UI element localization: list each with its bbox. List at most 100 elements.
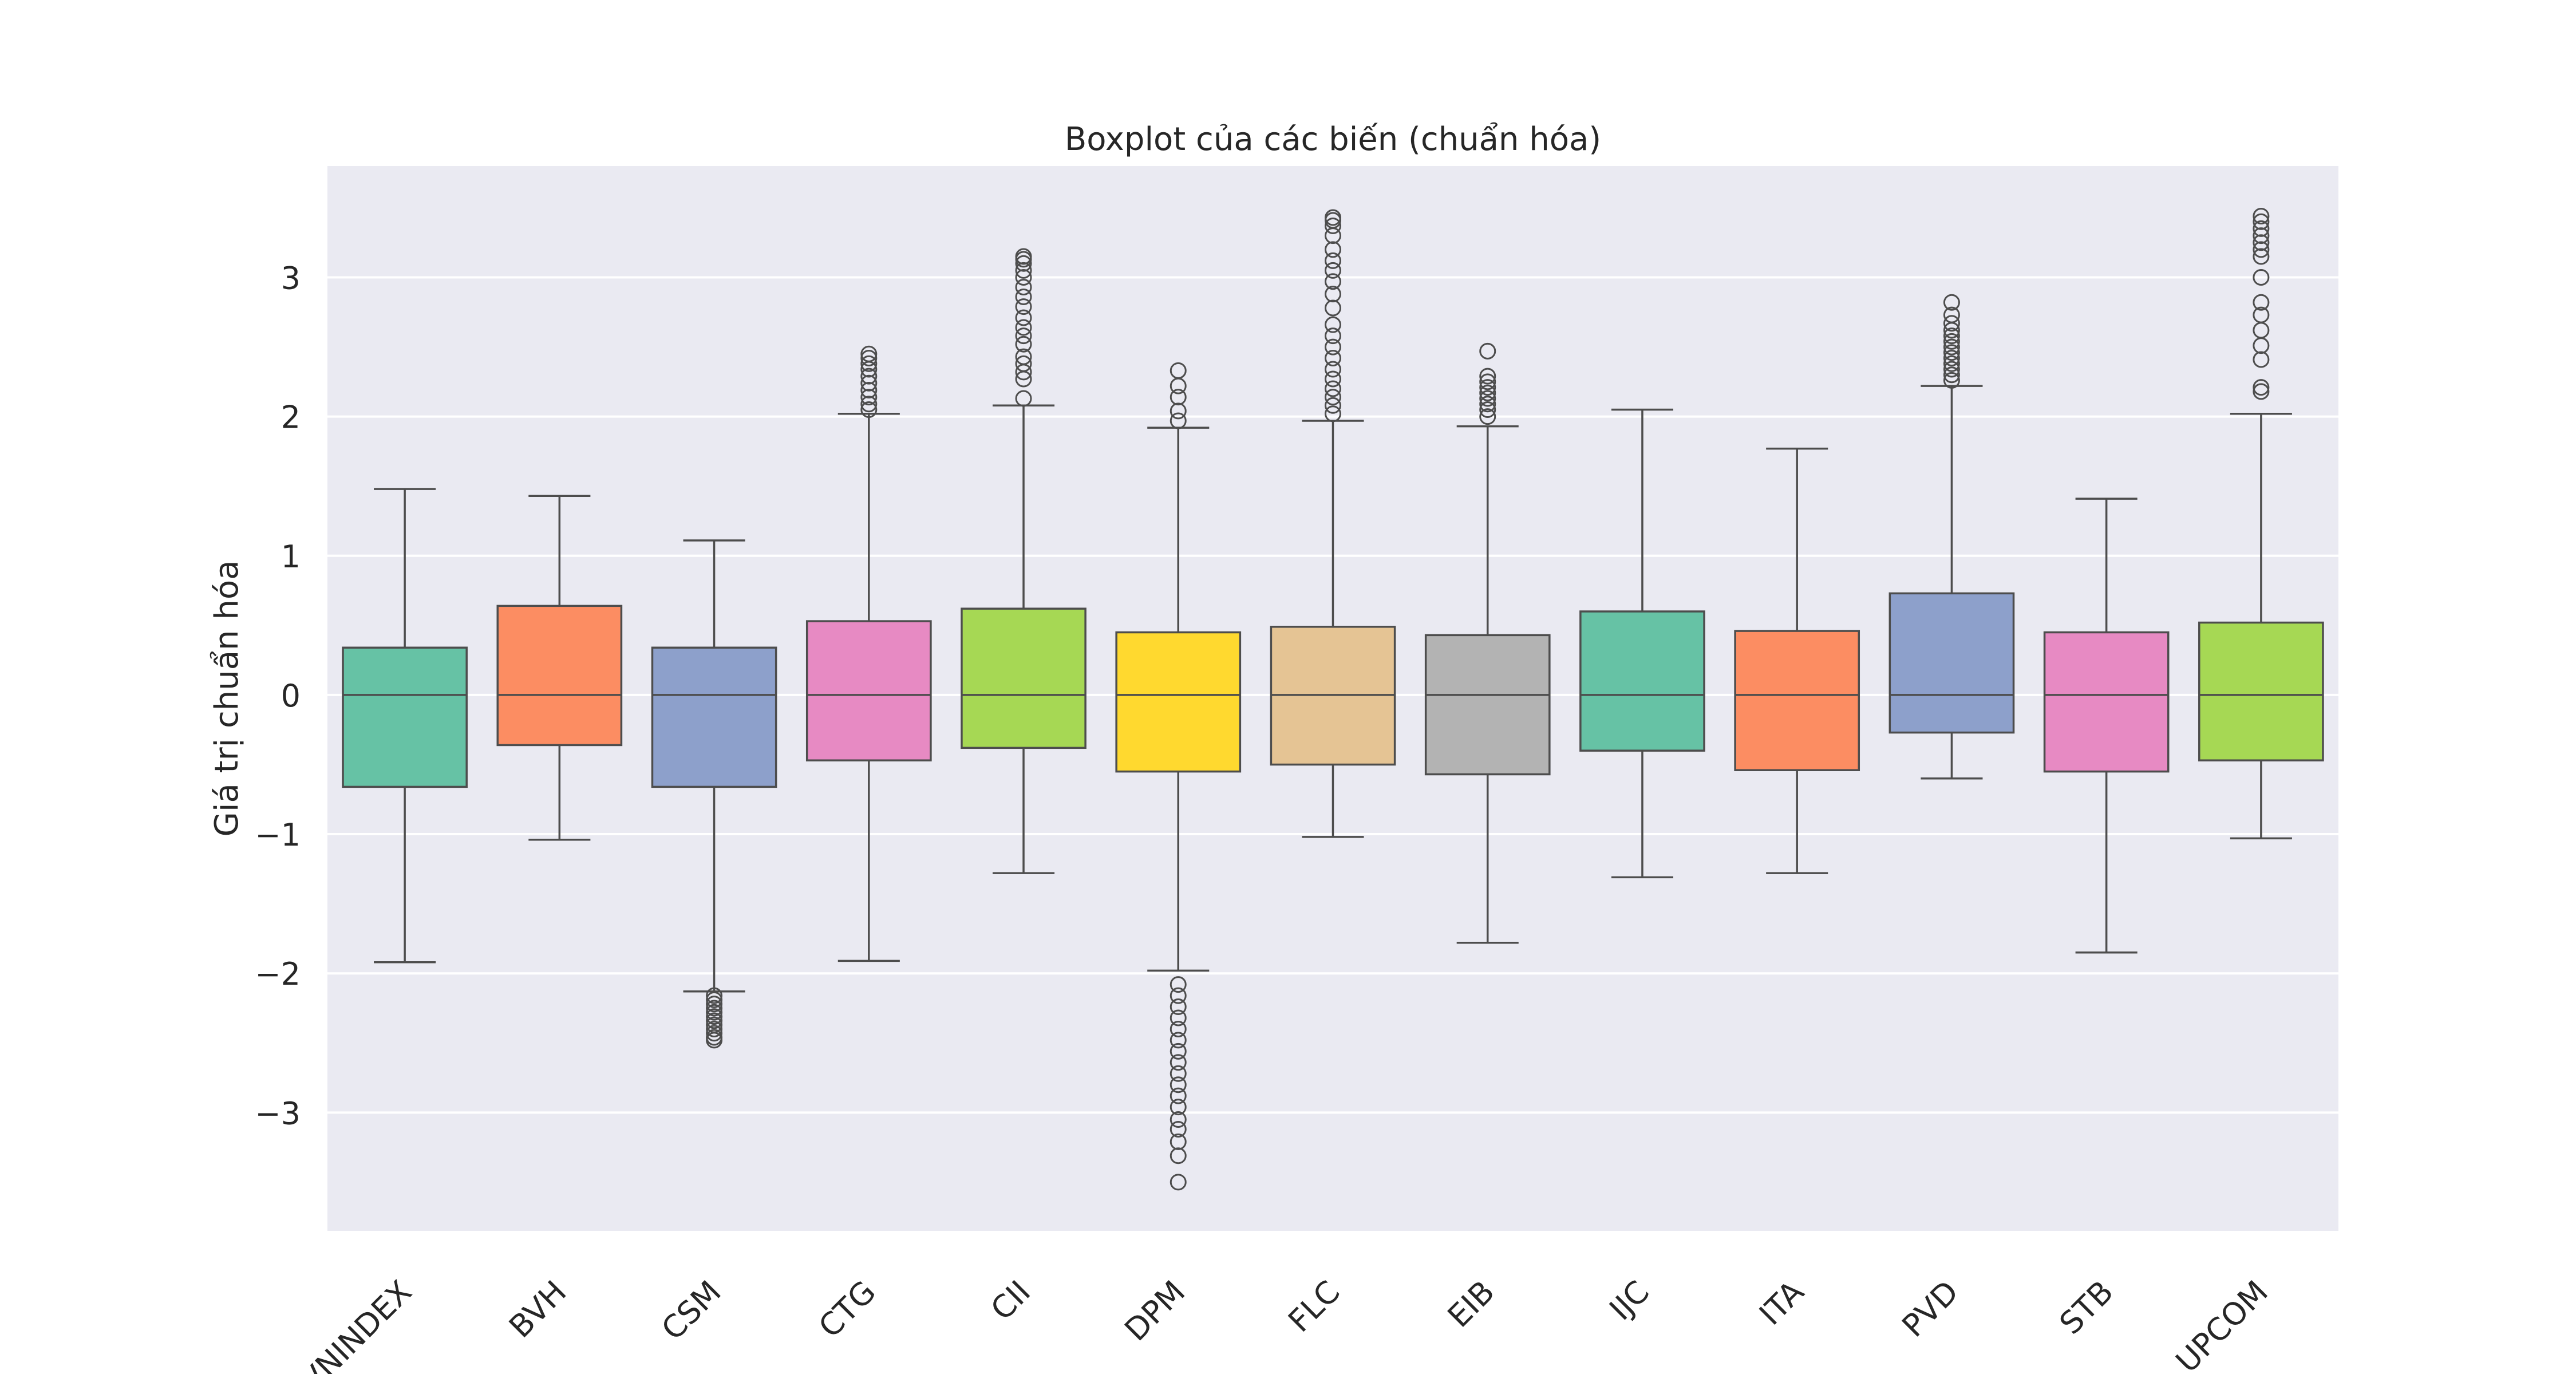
outlier-point bbox=[706, 996, 723, 1013]
x-tick-label: DPM bbox=[1118, 1274, 1192, 1348]
outlier-point bbox=[1170, 1111, 1187, 1128]
box-csm bbox=[651, 539, 777, 1049]
outlier-point bbox=[2253, 241, 2270, 258]
chart-title: Boxplot của các biến (chuẩn hóa) bbox=[1065, 121, 1601, 158]
outlier-point bbox=[2253, 379, 2270, 396]
box-iqr bbox=[1115, 631, 1242, 773]
x-tick-label: BVH bbox=[502, 1274, 573, 1345]
outlier-point bbox=[2253, 306, 2270, 323]
outlier-point bbox=[1015, 355, 1032, 372]
outlier-point bbox=[1325, 209, 1341, 226]
outlier-point bbox=[1943, 361, 1960, 378]
box-pvd bbox=[1888, 294, 2015, 780]
outlier-point bbox=[706, 1020, 723, 1037]
outlier-point bbox=[860, 368, 878, 385]
outlier-point bbox=[1325, 361, 1341, 378]
box-iqr bbox=[1579, 610, 1705, 752]
outlier-point bbox=[1325, 273, 1341, 290]
outlier-point bbox=[1943, 355, 1960, 372]
x-tick-label: PVD bbox=[1895, 1274, 1966, 1344]
box-iqr bbox=[1734, 630, 1860, 771]
box-iqr bbox=[496, 605, 623, 747]
outlier-point bbox=[1015, 269, 1032, 286]
outlier-point bbox=[2253, 213, 2270, 230]
box-ijc bbox=[1579, 408, 1705, 879]
outlier-point bbox=[1015, 390, 1032, 407]
outlier-point bbox=[1479, 379, 1496, 396]
x-tick-label: ITA bbox=[1752, 1274, 1811, 1332]
outlier-point bbox=[860, 374, 878, 392]
outlier-point bbox=[1943, 315, 1960, 332]
outlier-point bbox=[1015, 248, 1032, 265]
outlier-point bbox=[1943, 333, 1960, 350]
y-tick-label: −3 bbox=[255, 1095, 301, 1131]
x-tick-label: CSM bbox=[654, 1274, 728, 1347]
outlier-point bbox=[1170, 976, 1187, 993]
outlier-point bbox=[1325, 380, 1341, 397]
x-tick-label: EIB bbox=[1441, 1274, 1502, 1334]
outlier-point bbox=[1015, 262, 1032, 279]
outlier-point bbox=[1325, 370, 1341, 388]
outlier-point bbox=[706, 991, 723, 1008]
outlier-point bbox=[1170, 362, 1187, 379]
outlier-point bbox=[1015, 348, 1032, 365]
outlier-point bbox=[1170, 987, 1187, 1004]
box-stb bbox=[2043, 498, 2170, 954]
x-tick-label: STB bbox=[2053, 1274, 2120, 1341]
x-axis-ticks: VNINDEX BVH CSM CTG CII DPM FLC EIB IJC ITA PVD STB… bbox=[294, 1274, 2275, 1374]
outlier-point bbox=[1943, 366, 1960, 384]
outlier-point bbox=[706, 1000, 723, 1017]
outlier-point bbox=[1170, 389, 1187, 406]
box-iqr bbox=[1888, 592, 2015, 734]
y-tick-label: 0 bbox=[281, 678, 301, 714]
outlier-point bbox=[1170, 1147, 1187, 1164]
outlier-point bbox=[1170, 1099, 1187, 1116]
outlier-point bbox=[860, 345, 878, 362]
box-flc bbox=[1270, 209, 1396, 838]
box-iqr bbox=[2043, 631, 2170, 773]
box-iqr bbox=[1424, 634, 1551, 776]
outlier-point bbox=[1015, 319, 1032, 336]
outlier-point bbox=[1479, 384, 1496, 401]
outlier-point bbox=[2253, 234, 2270, 251]
outlier-point bbox=[2253, 383, 2270, 400]
outlier-point bbox=[1015, 335, 1032, 353]
outlier-point bbox=[1170, 1054, 1187, 1071]
outlier-point bbox=[1170, 1076, 1187, 1093]
outlier-point bbox=[1170, 1043, 1187, 1060]
outlier-point bbox=[1479, 368, 1496, 385]
outlier-point bbox=[1170, 1020, 1187, 1037]
outlier-point bbox=[1170, 1133, 1187, 1150]
outlier-point bbox=[1170, 998, 1187, 1016]
y-axis-label: Giá trị chuẩn hóa bbox=[208, 560, 246, 837]
outlier-point bbox=[1943, 338, 1960, 356]
y-axis-ticks: −3 −2 −1 0 1 2 3 bbox=[255, 260, 301, 1132]
box-ctg bbox=[805, 345, 932, 962]
outlier-point bbox=[1943, 294, 1960, 311]
outlier-point bbox=[706, 1004, 723, 1021]
outlier-point bbox=[2253, 294, 2270, 311]
outlier-point bbox=[1943, 306, 1960, 323]
outlier-point bbox=[1325, 218, 1341, 235]
outlier-point bbox=[1170, 1009, 1187, 1026]
box-bvh bbox=[496, 495, 623, 841]
outlier-point bbox=[1325, 299, 1341, 317]
x-tick-label: VNINDEX bbox=[294, 1274, 419, 1374]
y-tick-label: 2 bbox=[281, 400, 301, 436]
y-tick-label: 1 bbox=[281, 539, 301, 575]
x-tick-label: CTG bbox=[812, 1274, 883, 1345]
box-iqr bbox=[961, 607, 1086, 749]
outlier-point bbox=[1943, 372, 1960, 389]
outlier-point bbox=[1325, 338, 1341, 356]
outlier-point bbox=[860, 389, 878, 406]
box-upcom bbox=[2198, 208, 2324, 840]
box-cii bbox=[961, 248, 1086, 874]
outlier-point bbox=[1015, 289, 1032, 306]
box-iqr bbox=[651, 646, 777, 788]
outlier-point bbox=[2253, 208, 2270, 225]
outlier-point bbox=[1943, 327, 1960, 345]
outlier-point bbox=[2253, 248, 2270, 265]
outlier-point bbox=[860, 401, 878, 418]
outlier-point bbox=[1325, 350, 1341, 367]
outlier-point bbox=[1325, 286, 1341, 303]
